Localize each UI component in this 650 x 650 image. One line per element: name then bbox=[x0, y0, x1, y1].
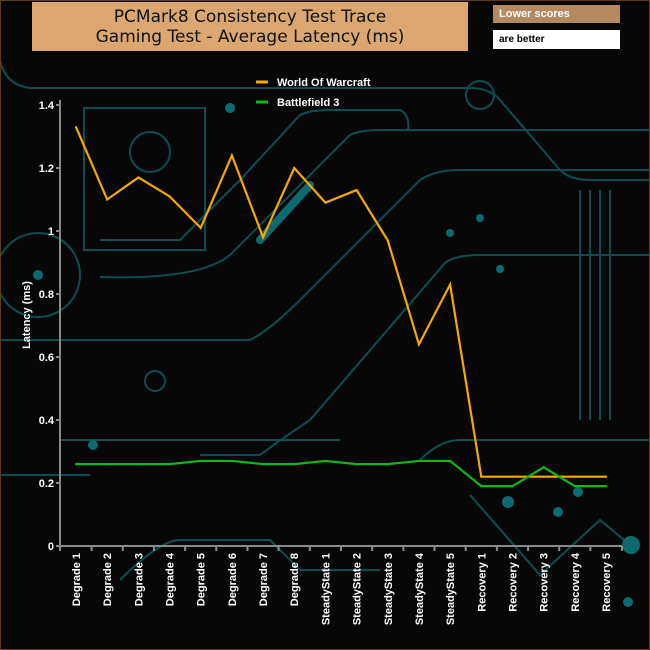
data-point bbox=[293, 167, 295, 169]
data-point bbox=[511, 476, 513, 478]
x-tick-label: SteadyState 1 bbox=[320, 553, 332, 625]
data-point bbox=[418, 343, 420, 345]
y-tick-label: 1.4 bbox=[39, 100, 55, 112]
x-tick-label: Degrade 8 bbox=[289, 553, 301, 606]
x-tick-label: Degrade 6 bbox=[227, 553, 239, 606]
data-point bbox=[480, 485, 482, 487]
y-tick-label: 0.2 bbox=[39, 478, 54, 490]
data-point bbox=[168, 463, 170, 465]
data-point bbox=[418, 460, 420, 462]
y-tick-label: 0.4 bbox=[39, 415, 55, 427]
data-point bbox=[511, 485, 513, 487]
data-point bbox=[355, 463, 357, 465]
data-point bbox=[355, 189, 357, 191]
x-tick-label: Recovery 5 bbox=[601, 553, 613, 612]
x-tick-label: Degrade 3 bbox=[133, 553, 145, 606]
x-tick-label: Degrade 2 bbox=[102, 553, 114, 606]
data-point bbox=[262, 236, 264, 238]
data-point bbox=[449, 460, 451, 462]
data-point bbox=[231, 154, 233, 156]
series-line-1 bbox=[76, 461, 606, 486]
data-point bbox=[480, 476, 482, 478]
x-tick-label: Degrade 4 bbox=[165, 552, 177, 606]
data-point bbox=[543, 476, 545, 478]
data-point bbox=[106, 198, 108, 200]
data-point bbox=[75, 463, 77, 465]
data-point bbox=[106, 463, 108, 465]
series-line-0 bbox=[76, 127, 606, 477]
data-point bbox=[605, 485, 607, 487]
legend-label-1: Battlefield 3 bbox=[277, 97, 339, 109]
x-tick-label: Recovery 4 bbox=[570, 552, 582, 612]
data-point bbox=[200, 460, 202, 462]
data-point bbox=[75, 126, 77, 128]
x-tick-label: Degrade 5 bbox=[196, 553, 208, 606]
y-tick-label: 0.6 bbox=[39, 352, 54, 364]
legend-label-0: World Of Warcraft bbox=[277, 77, 371, 89]
x-tick-label: SteadyState 3 bbox=[383, 553, 395, 625]
data-point bbox=[262, 463, 264, 465]
y-tick-label: 1.2 bbox=[39, 163, 54, 175]
data-point bbox=[543, 466, 545, 468]
data-point bbox=[574, 476, 576, 478]
data-point bbox=[574, 485, 576, 487]
y-axis-title: Latency (ms) bbox=[21, 281, 33, 349]
data-point bbox=[137, 176, 139, 178]
x-tick-label: SteadyState 5 bbox=[445, 553, 457, 625]
data-point bbox=[200, 227, 202, 229]
x-tick-label: Recovery 2 bbox=[507, 553, 519, 612]
x-tick-label: SteadyState 4 bbox=[414, 552, 426, 625]
x-tick-label: Degrade 1 bbox=[71, 553, 83, 606]
x-tick-label: Degrade 7 bbox=[258, 553, 270, 606]
data-point bbox=[387, 239, 389, 241]
data-point bbox=[449, 283, 451, 285]
y-tick-label: 1 bbox=[48, 226, 54, 238]
data-point bbox=[293, 463, 295, 465]
x-tick-label: Recovery 1 bbox=[476, 553, 488, 612]
data-point bbox=[324, 202, 326, 204]
data-point bbox=[605, 476, 607, 478]
data-point bbox=[168, 195, 170, 197]
y-tick-label: 0 bbox=[48, 541, 54, 553]
data-point bbox=[231, 460, 233, 462]
data-point bbox=[387, 463, 389, 465]
x-tick-label: Recovery 3 bbox=[539, 553, 551, 612]
data-point bbox=[137, 463, 139, 465]
x-tick-label: SteadyState 2 bbox=[352, 553, 364, 625]
y-tick-label: 0.8 bbox=[39, 289, 54, 301]
data-point bbox=[324, 460, 326, 462]
